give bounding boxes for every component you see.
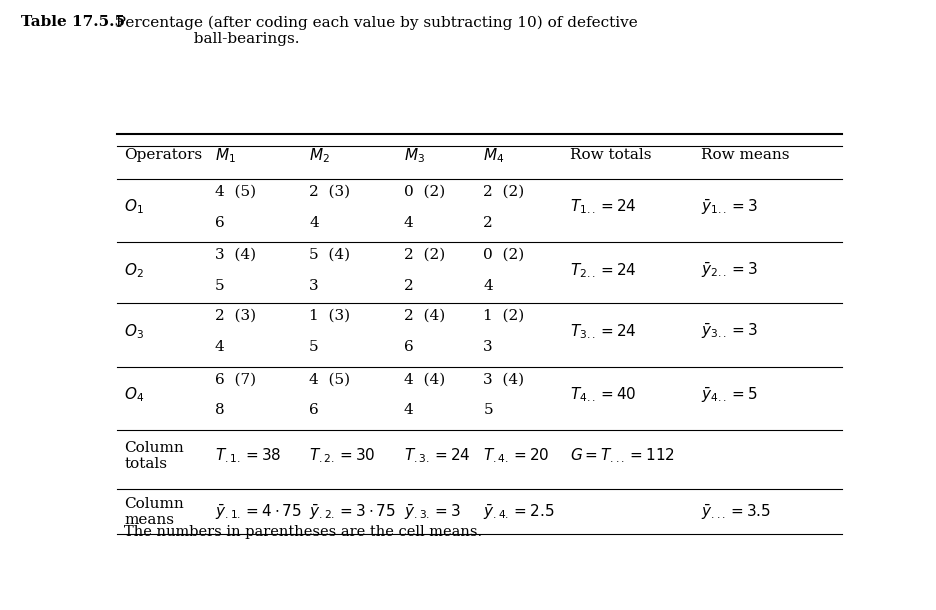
- Text: 6: 6: [215, 215, 225, 229]
- Text: $\bar{y}_{.4.} = 2.5$: $\bar{y}_{.4.} = 2.5$: [483, 503, 555, 522]
- Text: 5: 5: [483, 403, 493, 417]
- Text: 5: 5: [309, 340, 319, 354]
- Text: 4  (5): 4 (5): [215, 185, 256, 199]
- Text: Table 17.5.5: Table 17.5.5: [21, 15, 124, 29]
- Text: $O_4$: $O_4$: [124, 386, 144, 404]
- Text: 2  (2): 2 (2): [403, 248, 445, 262]
- Text: $O_1$: $O_1$: [124, 198, 144, 217]
- Text: 6: 6: [309, 403, 319, 417]
- Text: 0  (2): 0 (2): [483, 248, 524, 262]
- Text: 4  (4): 4 (4): [403, 373, 445, 387]
- Text: $O_3$: $O_3$: [124, 322, 144, 341]
- Text: Row totals: Row totals: [570, 148, 651, 162]
- Text: $M_3$: $M_3$: [403, 146, 425, 165]
- Text: 4: 4: [403, 215, 414, 229]
- Text: $\bar{y}_{2..} = 3$: $\bar{y}_{2..} = 3$: [701, 261, 758, 280]
- Text: 4: 4: [309, 215, 319, 229]
- Text: The numbers in parentheses are the cell means.: The numbers in parentheses are the cell …: [124, 525, 482, 539]
- Text: $T_{2..} = 24$: $T_{2..} = 24$: [570, 261, 637, 280]
- Text: $\bar{y}_{.3.} = 3$: $\bar{y}_{.3.} = 3$: [403, 503, 461, 522]
- Text: $T_{.2.} = 30$: $T_{.2.} = 30$: [309, 447, 375, 465]
- Text: $M_1$: $M_1$: [215, 146, 236, 165]
- Text: $G = T_{...} = 112$: $G = T_{...} = 112$: [570, 447, 676, 465]
- Text: 2: 2: [403, 279, 414, 293]
- Text: $T_{1..} = 24$: $T_{1..} = 24$: [570, 198, 637, 217]
- Text: $M_2$: $M_2$: [309, 146, 330, 165]
- Text: $T_{.4.} = 20$: $T_{.4.} = 20$: [483, 447, 549, 465]
- Text: 2  (3): 2 (3): [215, 309, 256, 323]
- Text: $\bar{y}_{4..} = 5$: $\bar{y}_{4..} = 5$: [701, 386, 758, 404]
- Text: $\bar{y}_{1..} = 3$: $\bar{y}_{1..} = 3$: [701, 198, 758, 217]
- Text: 1  (2): 1 (2): [483, 309, 524, 323]
- Text: $\bar{y}_{3..} = 3$: $\bar{y}_{3..} = 3$: [701, 322, 758, 341]
- Text: 6: 6: [403, 340, 414, 354]
- Text: 0  (2): 0 (2): [403, 185, 445, 199]
- Text: $\bar{y}_{.2.} = 3 \cdot 75$: $\bar{y}_{.2.} = 3 \cdot 75$: [309, 503, 396, 522]
- Text: $T_{.3.} = 24$: $T_{.3.} = 24$: [403, 447, 470, 465]
- Text: 4: 4: [483, 279, 493, 293]
- Text: $T_{.1.} = 38$: $T_{.1.} = 38$: [215, 447, 282, 465]
- Text: Row means: Row means: [701, 148, 789, 162]
- Text: Percentage (after coding each value by subtracting 10) of defective
            : Percentage (after coding each value by s…: [106, 15, 637, 46]
- Text: 4  (5): 4 (5): [309, 373, 350, 387]
- Text: 2  (4): 2 (4): [403, 309, 445, 323]
- Text: 2  (2): 2 (2): [483, 185, 524, 199]
- Text: Column
means: Column means: [124, 497, 184, 528]
- Text: 5: 5: [215, 279, 225, 293]
- Text: $O_2$: $O_2$: [124, 261, 144, 280]
- Text: $\bar{y}_{.1.} = 4 \cdot 75$: $\bar{y}_{.1.} = 4 \cdot 75$: [215, 503, 302, 522]
- Text: 2  (3): 2 (3): [309, 185, 350, 199]
- Text: 6  (7): 6 (7): [215, 373, 256, 387]
- Text: 4: 4: [403, 403, 414, 417]
- Text: $M_4$: $M_4$: [483, 146, 505, 165]
- Text: 3: 3: [483, 340, 493, 354]
- Text: Column
totals: Column totals: [124, 441, 184, 471]
- Text: 8: 8: [215, 403, 225, 417]
- Text: 1  (3): 1 (3): [309, 309, 350, 323]
- Text: 3  (4): 3 (4): [215, 248, 256, 262]
- Text: $T_{3..} = 24$: $T_{3..} = 24$: [570, 322, 637, 341]
- Text: Operators: Operators: [124, 148, 202, 162]
- Text: 2: 2: [483, 215, 493, 229]
- Text: $T_{4..} = 40$: $T_{4..} = 40$: [570, 386, 636, 404]
- Text: 3  (4): 3 (4): [483, 373, 524, 387]
- Text: 4: 4: [215, 340, 225, 354]
- Text: 5  (4): 5 (4): [309, 248, 350, 262]
- Text: $\bar{y}_{...} = 3.5$: $\bar{y}_{...} = 3.5$: [701, 503, 771, 522]
- Text: 3: 3: [309, 279, 319, 293]
